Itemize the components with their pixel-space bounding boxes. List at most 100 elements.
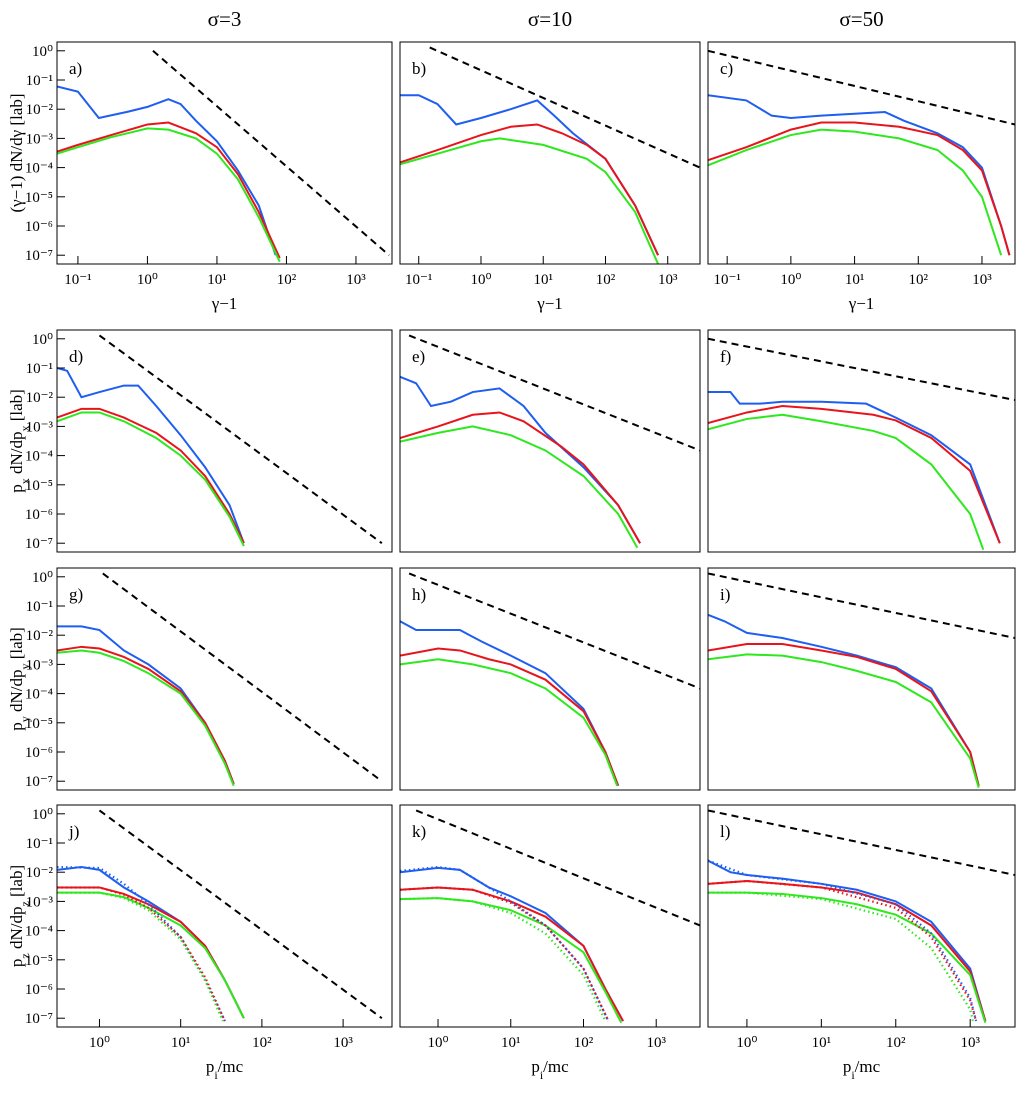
plot-frame bbox=[707, 567, 1016, 791]
series-line bbox=[408, 572, 700, 690]
y-tick-label: 10⁻¹ bbox=[26, 73, 53, 89]
label-part: p bbox=[206, 1057, 215, 1076]
y-tick-label: 10⁻³ bbox=[26, 657, 54, 673]
label-part: (γ−1) dN/dγ [lab] bbox=[7, 93, 26, 212]
y-axis-label: px dN/dpx [lab] bbox=[7, 389, 32, 493]
y-tick-label: 10⁻² bbox=[26, 390, 54, 406]
panel-label: h) bbox=[412, 585, 426, 604]
series-line bbox=[98, 809, 383, 1020]
y-tick-label: 10⁻⁴ bbox=[25, 924, 53, 940]
panel: 10⁻⁷ 10⁻⁶ 10⁻⁵ 10⁻⁴ 10⁻³ 10⁻² 10⁻¹ 10⁰ 10⁰ 10¹ 10²… bbox=[7, 804, 393, 1082]
x-tick-label: 10⁻¹ bbox=[405, 272, 432, 288]
x-tick-label: 10² bbox=[574, 1035, 594, 1051]
series-line bbox=[408, 334, 700, 452]
x-axis-label: γ−1 bbox=[536, 294, 563, 313]
x-tick-label: 10⁻¹ bbox=[713, 272, 740, 288]
label-part: γ−1 bbox=[848, 294, 875, 313]
series-line bbox=[400, 411, 641, 544]
label-part: z bbox=[18, 953, 32, 958]
x-tick-label: 10³ bbox=[972, 272, 992, 288]
x-tick-label: 10⁻¹ bbox=[64, 272, 91, 288]
y-tick-label: 10⁻² bbox=[26, 865, 54, 881]
panel-label: b) bbox=[412, 59, 426, 78]
panel-label: i) bbox=[720, 585, 730, 604]
label-part: x bbox=[18, 478, 32, 484]
series-line bbox=[400, 886, 610, 1022]
y-tick-label: 10⁻⁶ bbox=[25, 219, 53, 235]
label-part: /mc bbox=[218, 1057, 244, 1076]
plot-frame bbox=[56, 567, 393, 791]
series-line bbox=[400, 658, 619, 787]
label-part: p bbox=[7, 722, 26, 731]
panel: i) bbox=[707, 567, 1016, 791]
panel-label: g) bbox=[69, 585, 83, 604]
y-tick-label: 10⁻¹ bbox=[26, 836, 53, 852]
column-title: σ=3 bbox=[208, 7, 242, 31]
series-line bbox=[57, 645, 235, 785]
x-axis-label: pi/mc bbox=[206, 1057, 244, 1082]
y-tick-label: 10⁻⁴ bbox=[25, 449, 53, 465]
series-line bbox=[57, 85, 277, 256]
plot-frame bbox=[707, 329, 1016, 553]
series-line bbox=[400, 865, 610, 1022]
x-tick-label: 10¹ bbox=[845, 272, 865, 288]
y-tick-label: 10⁻⁵ bbox=[25, 190, 53, 206]
x-axis-label: γ−1 bbox=[848, 294, 875, 313]
x-tick-label: 10³ bbox=[658, 272, 678, 288]
plot-frame bbox=[56, 329, 393, 553]
series-line bbox=[57, 121, 281, 259]
series-line bbox=[57, 866, 245, 1019]
series-line bbox=[400, 620, 620, 787]
y-tick-label: 10⁻³ bbox=[26, 419, 54, 435]
y-tick-label: 10⁻³ bbox=[26, 131, 54, 147]
y-tick-label: 10⁻⁶ bbox=[25, 507, 53, 523]
y-tick-label: 10⁻³ bbox=[26, 894, 54, 910]
label-part: z bbox=[18, 901, 32, 906]
plot-frame bbox=[399, 41, 701, 265]
series-line bbox=[57, 891, 245, 1019]
y-tick-label: 10⁻⁷ bbox=[25, 1011, 53, 1027]
panel-label: d) bbox=[69, 347, 83, 366]
y-axis-label: (γ−1) dN/dγ [lab] bbox=[7, 93, 26, 212]
series-line bbox=[57, 649, 235, 787]
y-tick-label: 10⁰ bbox=[32, 332, 53, 348]
plot-frame bbox=[56, 804, 393, 1028]
series-line bbox=[400, 425, 639, 549]
y-tick-label: 10⁰ bbox=[32, 807, 53, 823]
panel: 10⁻¹ 10⁰ 10¹ 10² 10³ σ=10 b) γ−1 bbox=[399, 7, 701, 313]
series-line bbox=[102, 572, 383, 783]
x-tick-label: 10⁰ bbox=[470, 272, 491, 288]
y-tick-label: 10⁻² bbox=[26, 102, 54, 118]
series-line bbox=[400, 896, 607, 1022]
series-line bbox=[708, 337, 1015, 402]
label-part: /mc bbox=[543, 1057, 569, 1076]
panel: 10⁻⁷ 10⁻⁶ 10⁻⁵ 10⁻⁴ 10⁻³ 10⁻² 10⁻¹ 10⁰ 10⁻¹ 10⁰ 10… bbox=[7, 7, 393, 313]
series-line bbox=[98, 334, 383, 545]
series-line bbox=[708, 121, 1011, 256]
label-part: y bbox=[18, 716, 32, 722]
panel: e) bbox=[399, 329, 701, 553]
label-part: p bbox=[843, 1057, 852, 1076]
label-part: [lab] bbox=[7, 389, 26, 425]
x-tick-label: 10³ bbox=[960, 1035, 980, 1051]
series-line bbox=[57, 127, 281, 263]
plot-frame bbox=[399, 567, 701, 791]
label-part: dN/dp bbox=[7, 432, 26, 479]
panel-label: j) bbox=[68, 822, 79, 841]
panel-label: k) bbox=[412, 822, 426, 841]
x-axis-label: γ−1 bbox=[211, 294, 238, 313]
x-tick-label: 10⁰ bbox=[736, 1035, 757, 1051]
y-tick-label: 10⁻⁵ bbox=[25, 716, 53, 732]
x-tick-label: 10¹ bbox=[171, 1035, 191, 1051]
x-tick-label: 10⁰ bbox=[780, 272, 801, 288]
y-tick-label: 10⁻⁷ bbox=[25, 774, 53, 790]
panel: 10⁰ 10¹ 10² 10³ k) pi/mc bbox=[399, 804, 701, 1082]
panel: f) bbox=[707, 329, 1016, 553]
series-line bbox=[57, 411, 245, 547]
y-axis-label: py dN/dpy [lab] bbox=[7, 627, 32, 731]
label-part: i bbox=[214, 1068, 218, 1082]
x-tick-label: 10³ bbox=[646, 1035, 666, 1051]
series-line bbox=[708, 49, 1015, 126]
series-line bbox=[57, 891, 224, 1022]
label-part: x bbox=[18, 426, 32, 432]
